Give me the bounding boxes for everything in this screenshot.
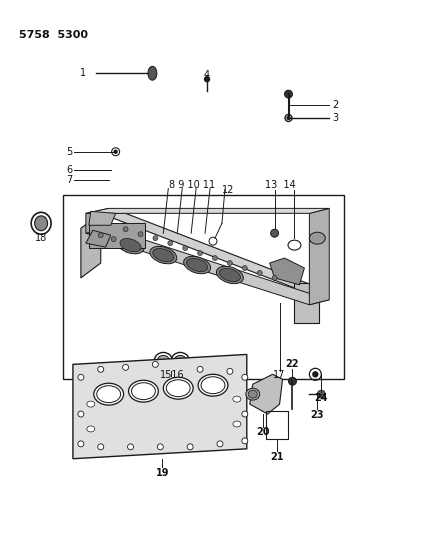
Circle shape bbox=[217, 441, 223, 447]
Circle shape bbox=[272, 276, 277, 280]
Circle shape bbox=[198, 251, 202, 255]
Circle shape bbox=[213, 255, 217, 261]
Ellipse shape bbox=[246, 388, 260, 400]
Ellipse shape bbox=[166, 379, 190, 397]
Text: 13  14: 13 14 bbox=[265, 180, 296, 190]
Text: 18: 18 bbox=[35, 233, 47, 243]
Polygon shape bbox=[86, 208, 109, 233]
Polygon shape bbox=[101, 213, 319, 288]
Circle shape bbox=[128, 444, 134, 450]
Polygon shape bbox=[89, 212, 116, 225]
Text: 19: 19 bbox=[156, 467, 169, 478]
Ellipse shape bbox=[94, 383, 124, 405]
Ellipse shape bbox=[309, 232, 325, 244]
Circle shape bbox=[98, 366, 104, 373]
Text: 20: 20 bbox=[256, 427, 270, 437]
Circle shape bbox=[122, 365, 128, 370]
Circle shape bbox=[242, 438, 248, 444]
Text: 1516: 1516 bbox=[160, 370, 184, 380]
Polygon shape bbox=[294, 283, 319, 322]
Circle shape bbox=[187, 444, 193, 450]
Circle shape bbox=[111, 237, 116, 241]
Circle shape bbox=[242, 411, 248, 417]
Circle shape bbox=[98, 444, 104, 450]
Circle shape bbox=[270, 229, 279, 237]
Text: 2: 2 bbox=[332, 100, 338, 110]
Polygon shape bbox=[250, 374, 282, 414]
Circle shape bbox=[158, 444, 163, 450]
Circle shape bbox=[317, 390, 325, 398]
Ellipse shape bbox=[120, 239, 141, 252]
Text: 23: 23 bbox=[311, 410, 324, 420]
Circle shape bbox=[114, 150, 117, 154]
Circle shape bbox=[153, 236, 158, 241]
Ellipse shape bbox=[184, 256, 211, 274]
Ellipse shape bbox=[163, 377, 193, 399]
Text: 5: 5 bbox=[66, 147, 72, 157]
Text: 24: 24 bbox=[315, 393, 328, 403]
Circle shape bbox=[242, 265, 247, 270]
Ellipse shape bbox=[201, 377, 225, 394]
Circle shape bbox=[168, 241, 173, 246]
Polygon shape bbox=[270, 258, 304, 285]
Ellipse shape bbox=[219, 268, 241, 281]
Bar bbox=[266, 411, 288, 439]
Ellipse shape bbox=[153, 248, 174, 262]
Ellipse shape bbox=[87, 426, 95, 432]
Text: 17: 17 bbox=[273, 370, 286, 380]
Circle shape bbox=[227, 261, 232, 265]
Circle shape bbox=[78, 374, 84, 380]
Circle shape bbox=[98, 233, 103, 238]
Circle shape bbox=[152, 361, 158, 367]
Ellipse shape bbox=[174, 356, 186, 365]
Ellipse shape bbox=[233, 421, 241, 427]
Circle shape bbox=[197, 366, 203, 373]
Circle shape bbox=[313, 372, 318, 377]
Polygon shape bbox=[86, 230, 111, 247]
Ellipse shape bbox=[131, 383, 155, 400]
Text: 3: 3 bbox=[332, 113, 338, 123]
Circle shape bbox=[183, 246, 187, 251]
Circle shape bbox=[242, 374, 248, 380]
Text: 5758  5300: 5758 5300 bbox=[19, 29, 88, 39]
Polygon shape bbox=[89, 223, 146, 248]
Ellipse shape bbox=[128, 380, 158, 402]
Circle shape bbox=[205, 77, 210, 82]
Polygon shape bbox=[86, 208, 329, 213]
Polygon shape bbox=[73, 354, 247, 459]
Circle shape bbox=[138, 232, 143, 237]
Ellipse shape bbox=[87, 401, 95, 407]
Circle shape bbox=[78, 411, 84, 417]
Circle shape bbox=[123, 227, 128, 232]
Text: 7: 7 bbox=[66, 175, 72, 184]
Circle shape bbox=[288, 377, 297, 385]
Ellipse shape bbox=[158, 356, 169, 365]
Circle shape bbox=[287, 117, 290, 119]
Text: 12: 12 bbox=[222, 184, 234, 195]
Ellipse shape bbox=[248, 390, 257, 398]
Ellipse shape bbox=[233, 396, 241, 402]
Ellipse shape bbox=[198, 374, 228, 396]
Circle shape bbox=[227, 368, 233, 374]
Polygon shape bbox=[81, 213, 101, 278]
Ellipse shape bbox=[217, 266, 244, 284]
Ellipse shape bbox=[187, 259, 208, 272]
Text: 6: 6 bbox=[66, 165, 72, 175]
Circle shape bbox=[285, 90, 292, 98]
Ellipse shape bbox=[97, 386, 121, 402]
Text: 22: 22 bbox=[286, 359, 299, 369]
Circle shape bbox=[78, 441, 84, 447]
Ellipse shape bbox=[35, 216, 48, 231]
Text: 8 9 10 11: 8 9 10 11 bbox=[169, 180, 215, 190]
Ellipse shape bbox=[150, 246, 177, 264]
Bar bbox=[63, 196, 344, 379]
Text: 1: 1 bbox=[80, 68, 86, 78]
Text: 4: 4 bbox=[204, 70, 210, 80]
Polygon shape bbox=[86, 228, 329, 305]
Ellipse shape bbox=[117, 237, 144, 254]
Polygon shape bbox=[309, 208, 329, 305]
Circle shape bbox=[257, 270, 262, 276]
Ellipse shape bbox=[148, 66, 157, 80]
Text: 21: 21 bbox=[270, 452, 283, 462]
